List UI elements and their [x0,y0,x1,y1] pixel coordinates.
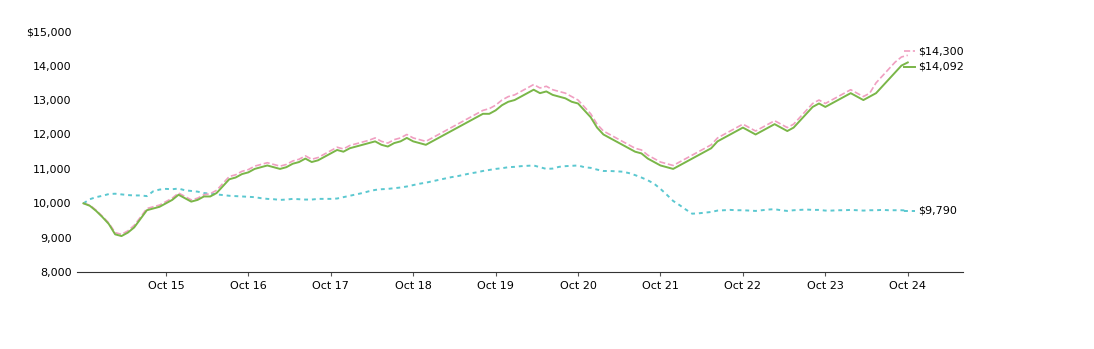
Text: $9,790: $9,790 [918,206,957,216]
Text: $14,300: $14,300 [918,46,964,56]
Text: $14,092: $14,092 [918,61,964,72]
